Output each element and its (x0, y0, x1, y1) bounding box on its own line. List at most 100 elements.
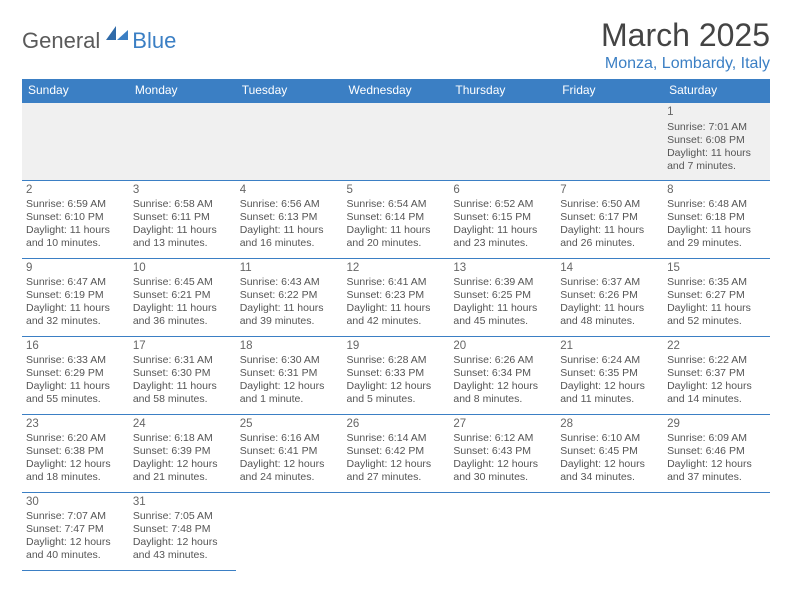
daylight-line: Daylight: 11 hours (667, 224, 766, 237)
daylight-line: and 42 minutes. (347, 315, 446, 328)
daylight-line: and 20 minutes. (347, 237, 446, 250)
daylight-line: and 13 minutes. (133, 237, 232, 250)
day-cell: 28Sunrise: 6:10 AMSunset: 6:45 PMDayligh… (556, 414, 663, 492)
day-cell: 5Sunrise: 6:54 AMSunset: 6:14 PMDaylight… (343, 180, 450, 258)
page-header: General Blue March 2025 Monza, Lombardy,… (22, 18, 770, 73)
sunrise-line: Sunrise: 6:22 AM (667, 354, 766, 367)
sunset-line: Sunset: 6:46 PM (667, 445, 766, 458)
day-cell: 22Sunrise: 6:22 AMSunset: 6:37 PMDayligh… (663, 336, 770, 414)
day-cell: 31Sunrise: 7:05 AMSunset: 7:48 PMDayligh… (129, 492, 236, 570)
daylight-line: Daylight: 12 hours (240, 380, 339, 393)
daylight-line: Daylight: 11 hours (347, 224, 446, 237)
sunrise-line: Sunrise: 7:01 AM (667, 121, 766, 134)
daylight-line: Daylight: 12 hours (26, 536, 125, 549)
empty-cell (449, 102, 556, 180)
calendar-row: 1Sunrise: 7:01 AMSunset: 6:08 PMDaylight… (22, 102, 770, 180)
day-number: 18 (240, 339, 339, 353)
sunset-line: Sunset: 6:22 PM (240, 289, 339, 302)
day-cell: 10Sunrise: 6:45 AMSunset: 6:21 PMDayligh… (129, 258, 236, 336)
daylight-line: Daylight: 11 hours (453, 224, 552, 237)
sunrise-line: Sunrise: 6:10 AM (560, 432, 659, 445)
day-header: Sunday (22, 79, 129, 102)
daylight-line: and 24 minutes. (240, 471, 339, 484)
day-number: 5 (347, 183, 446, 197)
daylight-line: Daylight: 11 hours (240, 224, 339, 237)
sunset-line: Sunset: 6:11 PM (133, 211, 232, 224)
daylight-line: and 16 minutes. (240, 237, 339, 250)
brand-logo: General Blue (22, 24, 176, 57)
sunset-line: Sunset: 6:08 PM (667, 134, 766, 147)
sunrise-line: Sunrise: 6:59 AM (26, 198, 125, 211)
day-number: 12 (347, 261, 446, 275)
sail-icon (104, 24, 130, 47)
day-cell: 9Sunrise: 6:47 AMSunset: 6:19 PMDaylight… (22, 258, 129, 336)
sunset-line: Sunset: 6:29 PM (26, 367, 125, 380)
sunset-line: Sunset: 6:14 PM (347, 211, 446, 224)
daylight-line: Daylight: 12 hours (347, 380, 446, 393)
empty-cell (663, 492, 770, 570)
sunset-line: Sunset: 6:35 PM (560, 367, 659, 380)
calendar-table: SundayMondayTuesdayWednesdayThursdayFrid… (22, 79, 770, 571)
sunset-line: Sunset: 6:33 PM (347, 367, 446, 380)
day-number: 8 (667, 183, 766, 197)
day-number: 1 (667, 105, 766, 119)
daylight-line: and 23 minutes. (453, 237, 552, 250)
sunrise-line: Sunrise: 6:48 AM (667, 198, 766, 211)
daylight-line: Daylight: 12 hours (347, 458, 446, 471)
daylight-line: Daylight: 11 hours (347, 302, 446, 315)
sunrise-line: Sunrise: 6:35 AM (667, 276, 766, 289)
day-cell: 7Sunrise: 6:50 AMSunset: 6:17 PMDaylight… (556, 180, 663, 258)
day-number: 24 (133, 417, 232, 431)
title-block: March 2025 Monza, Lombardy, Italy (601, 18, 770, 73)
day-number: 30 (26, 495, 125, 509)
sunrise-line: Sunrise: 6:45 AM (133, 276, 232, 289)
sunrise-line: Sunrise: 6:37 AM (560, 276, 659, 289)
sunset-line: Sunset: 6:41 PM (240, 445, 339, 458)
sunrise-line: Sunrise: 6:41 AM (347, 276, 446, 289)
daylight-line: Daylight: 11 hours (26, 224, 125, 237)
day-cell: 30Sunrise: 7:07 AMSunset: 7:47 PMDayligh… (22, 492, 129, 570)
daylight-line: and 45 minutes. (453, 315, 552, 328)
daylight-line: and 55 minutes. (26, 393, 125, 406)
day-cell: 6Sunrise: 6:52 AMSunset: 6:15 PMDaylight… (449, 180, 556, 258)
day-number: 13 (453, 261, 552, 275)
daylight-line: Daylight: 11 hours (26, 302, 125, 315)
empty-cell (556, 492, 663, 570)
daylight-line: Daylight: 12 hours (667, 458, 766, 471)
sunrise-line: Sunrise: 6:18 AM (133, 432, 232, 445)
sunrise-line: Sunrise: 6:20 AM (26, 432, 125, 445)
daylight-line: Daylight: 12 hours (560, 458, 659, 471)
daylight-line: and 10 minutes. (26, 237, 125, 250)
daylight-line: Daylight: 12 hours (133, 458, 232, 471)
day-number: 23 (26, 417, 125, 431)
sunrise-line: Sunrise: 6:09 AM (667, 432, 766, 445)
day-number: 28 (560, 417, 659, 431)
daylight-line: and 14 minutes. (667, 393, 766, 406)
sunset-line: Sunset: 7:48 PM (133, 523, 232, 536)
sunrise-line: Sunrise: 6:39 AM (453, 276, 552, 289)
daylight-line: and 5 minutes. (347, 393, 446, 406)
daylight-line: Daylight: 11 hours (133, 380, 232, 393)
daylight-line: and 21 minutes. (133, 471, 232, 484)
day-number: 26 (347, 417, 446, 431)
day-header: Monday (129, 79, 236, 102)
day-cell: 14Sunrise: 6:37 AMSunset: 6:26 PMDayligh… (556, 258, 663, 336)
empty-cell (449, 492, 556, 570)
sunset-line: Sunset: 6:31 PM (240, 367, 339, 380)
sunrise-line: Sunrise: 6:33 AM (26, 354, 125, 367)
day-cell: 20Sunrise: 6:26 AMSunset: 6:34 PMDayligh… (449, 336, 556, 414)
day-cell: 17Sunrise: 6:31 AMSunset: 6:30 PMDayligh… (129, 336, 236, 414)
sunrise-line: Sunrise: 6:43 AM (240, 276, 339, 289)
calendar-row: 23Sunrise: 6:20 AMSunset: 6:38 PM Dayligh… (22, 414, 770, 492)
day-cell: 27Sunrise: 6:12 AMSunset: 6:43 PMDayligh… (449, 414, 556, 492)
sunrise-line: Sunrise: 6:54 AM (347, 198, 446, 211)
sunrise-line: Sunrise: 6:30 AM (240, 354, 339, 367)
daylight-line: and 26 minutes. (560, 237, 659, 250)
daylight-line: Daylight: 11 hours (133, 302, 232, 315)
day-number: 16 (26, 339, 125, 353)
sunrise-line: Sunrise: 6:24 AM (560, 354, 659, 367)
day-number: 7 (560, 183, 659, 197)
day-number: 2 (26, 183, 125, 197)
sunrise-line: Sunrise: 6:50 AM (560, 198, 659, 211)
sunset-line: Sunset: 6:38 PM (26, 445, 125, 458)
